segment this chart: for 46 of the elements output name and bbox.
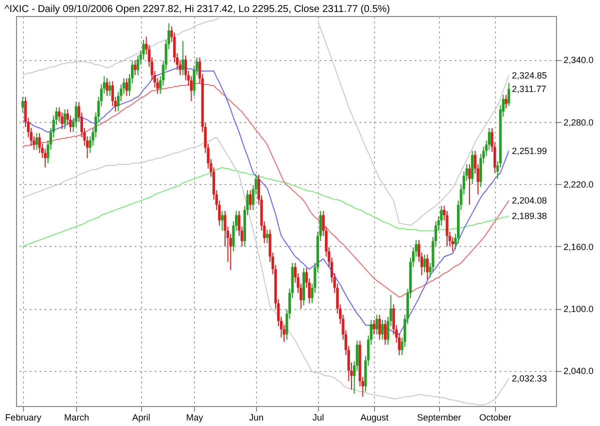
candlestick (64, 108, 66, 130)
candlestick (504, 94, 508, 109)
y-tick-label: 2,100.0 (564, 304, 594, 314)
x-tick-label: March (64, 412, 90, 422)
text: 2,311.77 (512, 84, 546, 94)
y-tick-label: 2,040.0 (564, 366, 594, 376)
candlestick (378, 314, 381, 340)
candlestick (426, 254, 429, 280)
candlestick (375, 314, 378, 335)
chart-title: ^IXIC - Daily 09/10/2006 Open 2297.82, Hi 2317.42, Lo 2295.25, Close 2311.77 (0.5%) (4, 4, 390, 15)
x-tick-label: May (186, 412, 204, 422)
candlestick (384, 319, 386, 346)
y-tick-label: 2,280.0 (564, 117, 594, 128)
y-tick-label: 2,340.0 (564, 55, 594, 66)
data-label: 2,204.08 (512, 196, 547, 206)
candlestick (381, 319, 384, 340)
x-tick-label: August (360, 412, 389, 422)
candlestick (440, 205, 443, 226)
candlestick (468, 164, 471, 206)
candlestick (220, 210, 224, 232)
data-label: 2,032.33 (512, 374, 547, 384)
candlestick (372, 319, 376, 335)
candlestick (106, 78, 108, 96)
candlestick (471, 150, 474, 185)
data-label: 2,324.85 (512, 70, 547, 80)
candlestick (249, 190, 252, 210)
candlestick (508, 82, 510, 106)
candlestick (125, 78, 128, 96)
data-label: 2,251.99 (512, 146, 547, 156)
data-label: 2,189.38 (512, 210, 547, 221)
candlestick (182, 40, 184, 76)
x-tick-label: September (417, 412, 462, 422)
candlestick (423, 254, 426, 273)
candlestick (134, 60, 136, 76)
x-tick-label: Jul (312, 412, 324, 422)
candlestick (21, 96, 24, 113)
x-tick-label: October (479, 412, 512, 422)
y-tick-label: 2,160.0 (564, 242, 594, 252)
y-tick-label: 2,220.0 (564, 180, 594, 190)
candlestick (35, 132, 38, 150)
x-tick-label: February (5, 412, 42, 422)
x-tick-label: April (132, 412, 150, 422)
x-tick-label: Jun (249, 412, 264, 422)
candlestick (266, 229, 268, 244)
candlestick (108, 80, 112, 96)
candlestick (60, 112, 64, 130)
